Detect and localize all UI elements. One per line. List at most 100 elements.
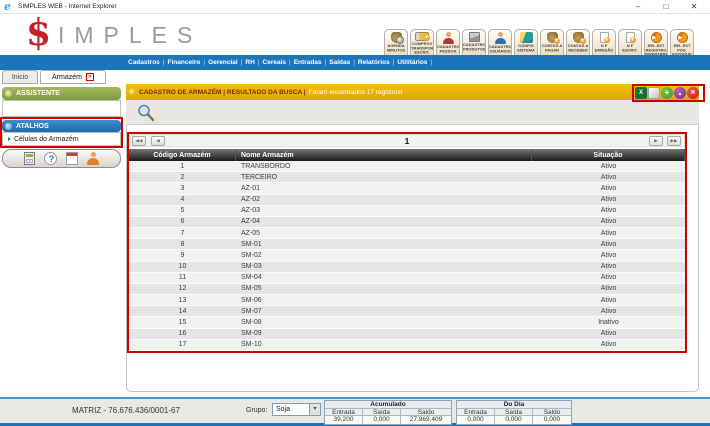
grupo-select[interactable]: Soja ▾ [272, 403, 321, 416]
table-row[interactable]: 12 SM-05 Ativo [129, 283, 685, 296]
menu-separator: | [162, 59, 165, 66]
content-header-bar: CADASTRO DE ARMAZÉM | RESULTADO DA BUSCA… [126, 84, 699, 100]
first-page-button[interactable]: ◀◀ [132, 136, 146, 146]
quick-button-label: CADASTRO PESSOA [437, 45, 459, 54]
sidebar-icon-tray [2, 149, 121, 168]
status-col-value: 27.969,409 [401, 416, 451, 424]
last-page-button[interactable]: ▶▶ [667, 136, 681, 146]
column-header-1: Nome Armazém [236, 149, 532, 161]
table-row[interactable]: 10 SM-03 Ativo [129, 261, 685, 273]
minimize-button[interactable]: – [635, 2, 641, 11]
menu-item-2[interactable]: Gerencial [208, 59, 238, 66]
cell-codigo: 6 [180, 218, 185, 226]
cell-nome: AZ-03 [241, 207, 261, 215]
app-logo: IMPLES [58, 22, 203, 48]
tab-inicio[interactable]: Inicio [2, 70, 38, 84]
menu-item-7[interactable]: Relatórios [357, 59, 390, 66]
next-page-button[interactable]: ▶ [649, 136, 663, 146]
cell-codigo: 9 [180, 251, 185, 259]
status-bar: MATRIZ - 76.676.436/0001-67 Grupo: Soja … [0, 399, 710, 425]
cell-codigo: 8 [180, 240, 185, 248]
menu-item-3[interactable]: RH [245, 59, 255, 66]
calculator-icon[interactable] [24, 152, 35, 165]
print-icon[interactable] [648, 87, 660, 99]
table-row[interactable]: 9 SM-02 Ativo [129, 250, 685, 262]
cell-codigo: 7 [180, 229, 185, 237]
quick-button-label: N F EMISSÃO [594, 44, 614, 53]
quick-button-label: CADASTRO PRODUTOS [463, 43, 485, 52]
calendar-icon[interactable] [66, 152, 78, 165]
column-header-2: Situação [532, 149, 685, 161]
table-row[interactable]: 3 AZ-01 Ativo [129, 183, 685, 195]
cell-situacao: Ativo [600, 173, 617, 181]
arrow-bullet-icon [8, 137, 11, 141]
menu-item-5[interactable]: Entradas [293, 59, 322, 66]
close-panel-icon[interactable]: ✕ [687, 87, 699, 99]
cell-nome: SM-06 [241, 296, 262, 304]
status-col-label: Entrada [457, 409, 495, 416]
close-window-button[interactable]: ✕ [690, 2, 698, 11]
sidebar-section-assistente[interactable]: ASSISTENTE [2, 87, 121, 100]
menu-separator: | [392, 59, 395, 66]
menu-separator: | [289, 59, 291, 66]
table-row[interactable]: 6 AZ-04 Ativo [129, 216, 685, 229]
table-row[interactable]: 11 SM-04 Ativo [129, 272, 685, 284]
table-row[interactable]: 7 AZ-05 Ativo [129, 228, 685, 240]
table-row[interactable]: 13 SM-06 Ativo [129, 295, 685, 307]
cell-situacao: Ativo [600, 207, 617, 215]
column-header-0: Código Armazém [129, 149, 236, 161]
tab-close-icon[interactable]: ✕ [85, 73, 94, 81]
cell-situacao: Ativo [600, 162, 617, 170]
table-row[interactable]: 15 SM-08 Inativo [129, 317, 685, 329]
menu-separator: | [430, 59, 433, 66]
cell-codigo: 1 [180, 162, 185, 170]
sidebar-section-atalhos[interactable]: ATALHOS [2, 120, 121, 132]
menu-item-0[interactable]: Cadastros [128, 59, 160, 66]
table-row[interactable]: 1 TRANSBORDO Ativo [129, 161, 685, 173]
cell-nome: AZ-02 [241, 196, 261, 204]
grupo-label: Grupo: [246, 407, 268, 414]
menu-item-1[interactable]: Financeiro [167, 59, 201, 66]
table-row[interactable]: 14 SM-07 Ativo [129, 306, 685, 318]
status-col-label: Entrada [325, 409, 363, 416]
status-col-label: Saldo [401, 409, 451, 416]
cell-nome: SM-07 [241, 307, 262, 315]
excel-export-icon[interactable]: X [635, 87, 647, 99]
money-bag-plus-icon [546, 32, 560, 44]
table-row[interactable]: 16 SM-09 Ativo [129, 328, 685, 340]
cell-codigo: 16 [178, 330, 187, 338]
table-row[interactable]: 2 TERCEIRO Ativo [129, 172, 685, 184]
logo-dollar-icon: $ [26, 12, 52, 54]
cell-nome: TERCEIRO [241, 173, 278, 181]
window-title: SIMPLES WEB - Internet Explorer [18, 3, 117, 10]
content-toolbar [126, 100, 699, 125]
rainbow-icon [519, 32, 533, 43]
user-icon[interactable] [87, 152, 99, 165]
table-header: Código Armazém Nome Armazém Situação [129, 149, 685, 161]
cell-nome: SM-08 [241, 318, 262, 326]
tab-armazem[interactable]: Armazém ✕ [40, 70, 106, 84]
logo-row: $ IMPLES AGENDA MINUTOS COMPROV TRANSPORT… [0, 12, 710, 63]
search-icon[interactable] [136, 103, 156, 123]
dropdown-arrow-icon: ▾ [309, 404, 320, 415]
table-row[interactable]: 8 SM-01 Ativo [129, 239, 685, 251]
status-col-label: Saída [495, 409, 533, 416]
maximize-button[interactable]: □ [663, 2, 669, 11]
menu-item-4[interactable]: Cereais [262, 59, 287, 66]
table-row[interactable]: 17 SM-10 Ativo [129, 339, 685, 351]
status-group-0: Acumulado Entrada Saída Saldo 39,200 0,000 27.… [324, 400, 452, 425]
cell-codigo: 3 [180, 184, 185, 192]
menu-item-8[interactable]: Utilitários [397, 59, 428, 66]
sidebar-item-celulas-do-armazem[interactable]: Células do Armazém [3, 133, 120, 145]
table-row[interactable]: 4 AZ-02 Ativo [129, 194, 685, 206]
cell-codigo: 12 [178, 285, 187, 293]
money-bag-clock-icon [390, 32, 404, 44]
help-icon[interactable] [44, 152, 58, 165]
table-row[interactable]: 5 AZ-03 Ativo [129, 205, 685, 217]
status-group-columns: Entrada Saída Saldo [457, 409, 571, 416]
document-plus-icon [625, 32, 636, 43]
add-record-icon[interactable]: + [661, 87, 673, 99]
collapse-up-icon[interactable]: ▲ [674, 87, 686, 99]
menu-item-6[interactable]: Saídas [329, 59, 351, 66]
prev-page-button[interactable]: ◀ [151, 136, 165, 146]
